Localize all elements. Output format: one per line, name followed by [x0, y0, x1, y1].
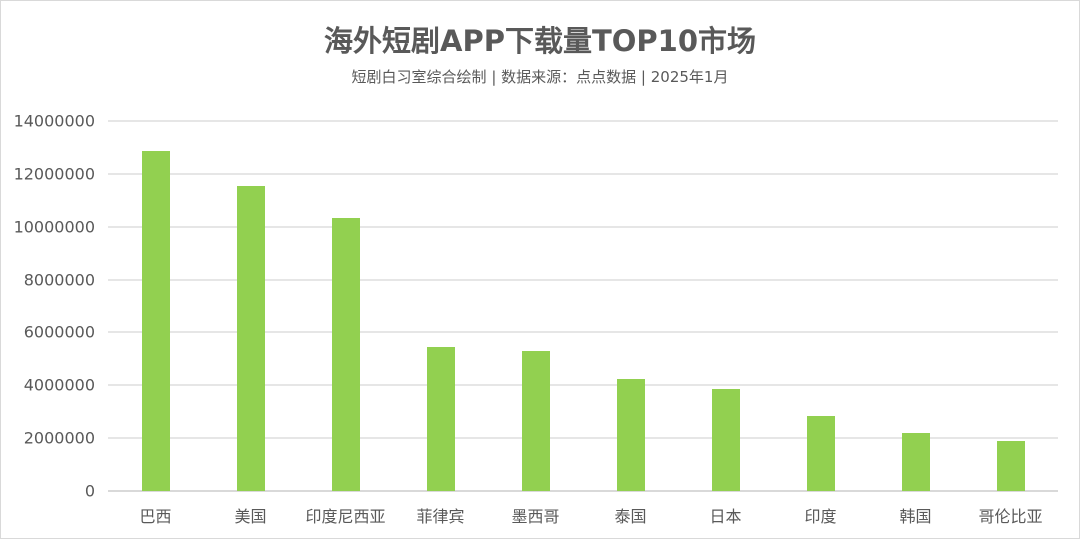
x-tick-label: 菲律宾	[416, 507, 465, 526]
x-tick-label: 哥伦比亚	[978, 507, 1043, 526]
bar[interactable]	[901, 433, 930, 491]
x-tick-label: 印度	[804, 507, 837, 526]
bar[interactable]	[616, 378, 645, 491]
y-tick-label: 12000000	[13, 164, 95, 184]
bar[interactable]	[236, 186, 265, 491]
y-tick-label: 0	[84, 481, 95, 501]
y-tick-label: 4000000	[23, 375, 95, 395]
bar[interactable]	[996, 441, 1025, 491]
gridline	[108, 278, 1058, 281]
x-tick-label: 印度尼西亚	[305, 507, 386, 526]
bar[interactable]	[806, 415, 835, 491]
y-tick-label: 6000000	[23, 322, 95, 342]
bar[interactable]	[521, 350, 550, 491]
gridline	[108, 172, 1058, 175]
gridline	[108, 437, 1058, 440]
y-tick-label: 2000000	[23, 428, 95, 448]
bar[interactable]	[141, 151, 170, 491]
chart-title: 海外短剧APP下载量TOP10市场	[324, 24, 756, 58]
bar[interactable]	[331, 218, 360, 491]
gridline	[108, 331, 1058, 334]
gridline	[108, 225, 1058, 228]
x-axis-line	[108, 490, 1058, 492]
bar[interactable]	[711, 389, 740, 491]
gridline	[108, 384, 1058, 387]
y-tick-label: 10000000	[13, 217, 95, 237]
x-tick-label: 巴西	[139, 507, 172, 526]
y-tick-label: 8000000	[23, 270, 95, 290]
y-tick-label: 14000000	[13, 111, 95, 131]
x-tick-label: 墨西哥	[511, 507, 560, 526]
x-tick-label: 日本	[709, 507, 742, 526]
plot-area	[108, 120, 1058, 492]
x-tick-label: 韩国	[899, 507, 932, 526]
bar[interactable]	[426, 346, 455, 491]
chart-subtitle: 短剧白习室综合绘制 | 数据来源：点点数据 | 2025年1月	[351, 68, 729, 86]
x-tick-label: 美国	[234, 507, 267, 526]
x-tick-label: 泰国	[614, 507, 647, 526]
gridline	[108, 120, 1058, 122]
